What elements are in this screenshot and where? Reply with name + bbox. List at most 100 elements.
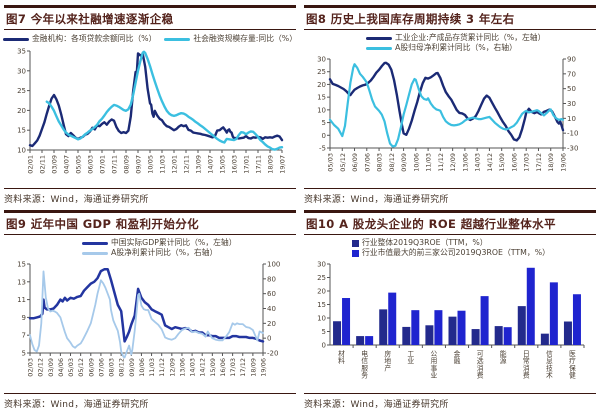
category-label-char: 融 bbox=[454, 356, 461, 365]
category-label-char: 费 bbox=[477, 371, 484, 380]
x-tick-label: 14/03 bbox=[189, 358, 197, 377]
x-tick-label: 13/09 bbox=[195, 155, 203, 174]
x-tick-label: 12/09 bbox=[449, 153, 457, 172]
x-tick-label: 09/07 bbox=[135, 155, 143, 174]
category-label-char: 消 bbox=[523, 363, 530, 372]
category-label-char: 料 bbox=[338, 356, 345, 365]
fig10-legend-label-0: 行业整体2019Q3ROE（TTM，%） bbox=[362, 238, 488, 247]
bar-行业市值最大的前三家公司2019Q3ROE（TTM，%） bbox=[411, 310, 420, 345]
x-tick-label: 09/09 bbox=[400, 153, 408, 172]
bar-行业整体2019Q3ROE（TTM，%） bbox=[402, 326, 411, 345]
figure9-legend: 中国实际GDP累计同比（%，左轴） A股净利累计同比（%，右轴） bbox=[82, 237, 296, 259]
x-tick-label: 18/09 bbox=[547, 153, 555, 172]
x-tick-label: 05/12 bbox=[77, 358, 85, 377]
y-tick-label: 0 bbox=[267, 335, 271, 343]
bar-行业市值最大的前三家公司2019Q3ROE（TTM，%） bbox=[526, 267, 535, 345]
bar-行业整体2019Q3ROE（TTM，%） bbox=[540, 333, 549, 345]
figure10-panel: 图10 A 股龙头企业的 ROE 超越行业整体水平 行业整体2019Q3ROE（… bbox=[304, 207, 596, 412]
fig10-legend-swatch-0 bbox=[352, 239, 359, 247]
x-tick-label: 11/03 bbox=[159, 155, 167, 174]
bar-行业整体2019Q3ROE（TTM，%） bbox=[517, 306, 526, 345]
x-tick-label: 02/12 bbox=[37, 358, 45, 377]
bar-行业整体2019Q3ROE（TTM，%） bbox=[563, 321, 572, 345]
x-tick-label: 07/06 bbox=[363, 153, 371, 172]
title-rule bbox=[304, 234, 596, 235]
category-label-char: 疗 bbox=[569, 356, 576, 365]
y-tick-label: 10 bbox=[317, 106, 326, 114]
x-tick-label: 17/03 bbox=[229, 358, 237, 377]
y-tick-label: 10 bbox=[567, 115, 576, 123]
category-label-char: 业 bbox=[407, 356, 414, 365]
figure10-title: 图10 A 股龙头企业的 ROE 超越行业整体水平 bbox=[306, 217, 556, 231]
category-label-char: 产 bbox=[384, 363, 391, 372]
y-tick-label: 40 bbox=[267, 305, 276, 313]
x-tick-label: 19/06 bbox=[260, 358, 268, 377]
x-tick-label: 14/07 bbox=[207, 155, 215, 174]
bar-行业市值最大的前三家公司2019Q3ROE（TTM，%） bbox=[549, 282, 558, 345]
x-tick-label: 06/03 bbox=[87, 155, 95, 174]
x-tick-label: 14/03 bbox=[474, 153, 482, 172]
category-label-char: 可 bbox=[477, 350, 484, 358]
x-tick-label: 17/12 bbox=[239, 358, 247, 377]
figure7-source: 资料来源：Wind，海通证券研究所 bbox=[4, 188, 296, 207]
category-label-char: 金 bbox=[454, 349, 461, 358]
bar-行业市值最大的前三家公司2019Q3ROE（TTM，%） bbox=[480, 296, 489, 345]
y-tick-label: -20 bbox=[267, 350, 278, 358]
figure9-title: 图9 近年中国 GDP 和盈利开始分化 bbox=[6, 217, 200, 231]
x-tick-label: 04/06 bbox=[57, 358, 65, 377]
fig8-legend-item-0: 工业企业:产成品存货累计同比（%，左轴） bbox=[366, 33, 545, 43]
y-tick-label: 25 bbox=[317, 68, 326, 76]
y-tick-label: 0 bbox=[322, 132, 326, 140]
category-label-char: 息 bbox=[546, 356, 553, 365]
x-tick-label: 12/11 bbox=[183, 155, 191, 174]
x-tick-label: 02/11 bbox=[39, 155, 47, 174]
figure10-bar-chart: 051015202530材料电信服务房地产工业公用事业金融可选消费能源日常消费信… bbox=[317, 261, 585, 380]
fig10-legend-item-1: 行业市值最大的前三家公司2019Q3ROE（TTM，%） bbox=[352, 248, 550, 258]
top-rule bbox=[4, 5, 296, 8]
bar-行业市值最大的前三家公司2019Q3ROE（TTM，%） bbox=[503, 327, 512, 345]
x-tick-label: 08/12 bbox=[388, 153, 396, 172]
y-tick-label: -30 bbox=[567, 145, 578, 153]
y-tick-label: 30 bbox=[567, 100, 576, 108]
category-label-char: 日 bbox=[523, 350, 530, 358]
top-rule bbox=[304, 5, 596, 8]
y-tick-label: 9 bbox=[22, 314, 26, 322]
category-label-char: 事 bbox=[431, 363, 438, 372]
bar-行业整体2019Q3ROE（TTM，%） bbox=[471, 329, 480, 345]
y-tick-label: 15 bbox=[317, 94, 326, 102]
fig7-legend-item-1: 社会融资规模存量:同比（%） bbox=[164, 34, 297, 44]
x-tick-label: 17/12 bbox=[535, 153, 543, 172]
bar-行业整体2019Q3ROE（TTM，%） bbox=[333, 321, 342, 345]
figure8-legend: 工业企业:产成品存货累计同比（%，左轴） A股归母净利累计同比（%，右轴） bbox=[366, 32, 596, 54]
bar-行业整体2019Q3ROE（TTM，%） bbox=[379, 309, 388, 345]
category-label-char: 地 bbox=[384, 356, 391, 365]
y-tick-label: 35 bbox=[17, 48, 26, 56]
category-label-char: 源 bbox=[500, 356, 507, 365]
x-tick-label: 16/06 bbox=[510, 153, 518, 172]
y-tick-label: -5 bbox=[319, 145, 326, 153]
x-tick-label: 05/03 bbox=[67, 358, 75, 377]
y-tick-label: 30 bbox=[317, 261, 326, 269]
x-tick-label: 15/05 bbox=[219, 155, 227, 174]
y-tick-label: 7 bbox=[22, 332, 26, 340]
y-tick-label: 30 bbox=[17, 67, 26, 75]
y-tick-label: 5 bbox=[322, 119, 326, 127]
title-rule bbox=[4, 29, 296, 30]
y-tick-label: 90 bbox=[567, 56, 576, 64]
category-label-char: 服 bbox=[361, 364, 368, 372]
x-tick-label: 05/05 bbox=[75, 155, 83, 174]
figure7-legend: 金融机构：各项贷款余额同比（%） 社会融资规模存量:同比（%） bbox=[3, 32, 297, 46]
x-tick-label: 10/05 bbox=[147, 155, 155, 174]
y-tick-label: 13 bbox=[17, 278, 26, 286]
fig7-legend-swatch-1 bbox=[164, 37, 191, 41]
fig7-legend-label-1: 社会融资规模存量:同比（%） bbox=[193, 34, 297, 43]
x-tick-label: 17/11 bbox=[255, 155, 263, 174]
figure10-source: 资料来源：Wind，海通证券研究所 bbox=[304, 393, 596, 412]
x-tick-label: 18/09 bbox=[249, 358, 257, 377]
x-tick-label: 11/03 bbox=[148, 358, 156, 377]
category-label-char: 费 bbox=[523, 371, 530, 380]
fig10-legend-label-1: 行业市值最大的前三家公司2019Q3ROE（TTM，%） bbox=[362, 248, 550, 257]
bar-行业整体2019Q3ROE（TTM，%） bbox=[448, 316, 457, 345]
x-tick-label: 08/12 bbox=[118, 358, 126, 377]
y-tick-label: 20 bbox=[267, 320, 276, 328]
